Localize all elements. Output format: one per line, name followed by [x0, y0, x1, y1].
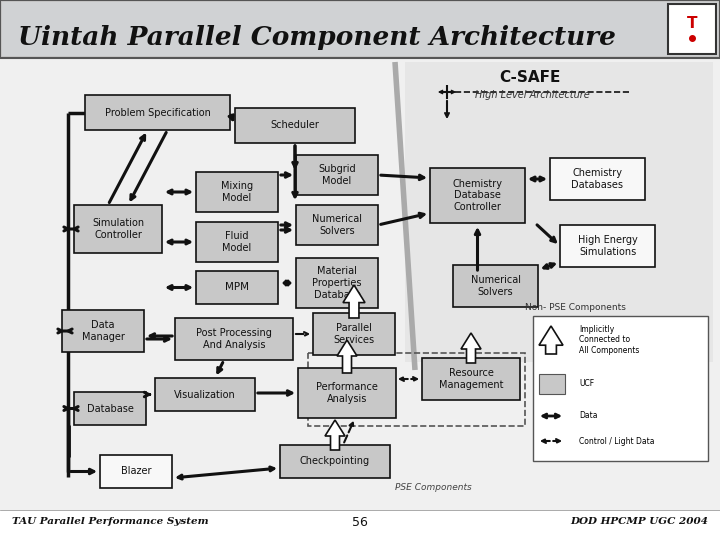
Text: DOD HPCMP UGC 2004: DOD HPCMP UGC 2004: [570, 517, 708, 526]
Polygon shape: [539, 326, 563, 354]
Text: UCF: UCF: [579, 380, 594, 388]
Bar: [196, 222, 278, 262]
Text: High Energy
Simulations: High Energy Simulations: [577, 235, 637, 257]
Bar: [74, 392, 146, 425]
Polygon shape: [337, 340, 357, 373]
Text: Data: Data: [579, 411, 598, 421]
Text: High Level Architecture: High Level Architecture: [475, 90, 590, 100]
Text: Database: Database: [86, 403, 133, 414]
Bar: [313, 313, 395, 355]
Bar: [298, 368, 396, 418]
Text: Blazer: Blazer: [121, 467, 151, 476]
Text: Fluid
Model: Fluid Model: [222, 231, 251, 253]
Bar: [0, 0, 720, 58]
Text: Control / Light Data: Control / Light Data: [579, 436, 654, 446]
Text: T: T: [687, 17, 697, 31]
Bar: [296, 258, 378, 308]
Bar: [196, 172, 278, 212]
Bar: [405, 62, 713, 362]
Bar: [85, 95, 230, 130]
Text: Checkpointing: Checkpointing: [300, 456, 370, 467]
Bar: [175, 318, 293, 360]
Text: Chemistry
Database
Controller: Chemistry Database Controller: [452, 179, 503, 212]
Bar: [533, 316, 708, 461]
Text: PSE Components: PSE Components: [395, 483, 472, 492]
Bar: [100, 455, 172, 488]
Bar: [668, 4, 716, 54]
Bar: [2, 2, 718, 56]
Bar: [296, 155, 378, 195]
Polygon shape: [461, 333, 481, 363]
Text: Mixing
Model: Mixing Model: [221, 181, 253, 203]
Text: Material
Properties
Database: Material Properties Database: [312, 266, 361, 300]
Text: Performance
Analysis: Performance Analysis: [316, 382, 378, 404]
Text: Problem Specification: Problem Specification: [104, 107, 210, 118]
Text: Resource
Management: Resource Management: [438, 368, 503, 390]
Bar: [550, 158, 645, 200]
Bar: [308, 353, 525, 426]
Text: Subgrid
Model: Subgrid Model: [318, 164, 356, 186]
Bar: [196, 271, 278, 304]
Bar: [280, 445, 390, 478]
Bar: [560, 225, 655, 267]
Text: Chemistry
Databases: Chemistry Databases: [572, 168, 624, 190]
Text: C-SAFE: C-SAFE: [499, 71, 561, 85]
Text: Parallel
Services: Parallel Services: [333, 323, 374, 345]
Bar: [74, 205, 162, 253]
Text: Visualization: Visualization: [174, 389, 236, 400]
Text: Scheduler: Scheduler: [271, 120, 320, 131]
Text: Implicitly
Connected to
All Components: Implicitly Connected to All Components: [579, 325, 639, 355]
Bar: [430, 168, 525, 223]
Text: Simulation
Controller: Simulation Controller: [92, 218, 144, 240]
Bar: [422, 358, 520, 400]
Bar: [0, 58, 720, 510]
Bar: [296, 205, 378, 245]
Text: Non- PSE Components: Non- PSE Components: [525, 303, 626, 313]
Bar: [453, 265, 538, 307]
Polygon shape: [325, 420, 345, 450]
Text: Numerical
Solvers: Numerical Solvers: [312, 214, 362, 236]
Text: MPM: MPM: [225, 282, 249, 293]
Bar: [155, 378, 255, 411]
Polygon shape: [343, 285, 365, 318]
Text: TAU Parallel Performance System: TAU Parallel Performance System: [12, 517, 209, 526]
Bar: [539, 374, 565, 394]
Text: 56: 56: [352, 516, 368, 529]
Text: Data
Manager: Data Manager: [81, 320, 125, 342]
Bar: [235, 108, 355, 143]
Text: Numerical
Solvers: Numerical Solvers: [470, 275, 521, 297]
Text: Post Processing
And Analysis: Post Processing And Analysis: [196, 328, 272, 350]
Bar: [62, 310, 144, 352]
Text: Uintah Parallel Component Architecture: Uintah Parallel Component Architecture: [18, 25, 616, 51]
